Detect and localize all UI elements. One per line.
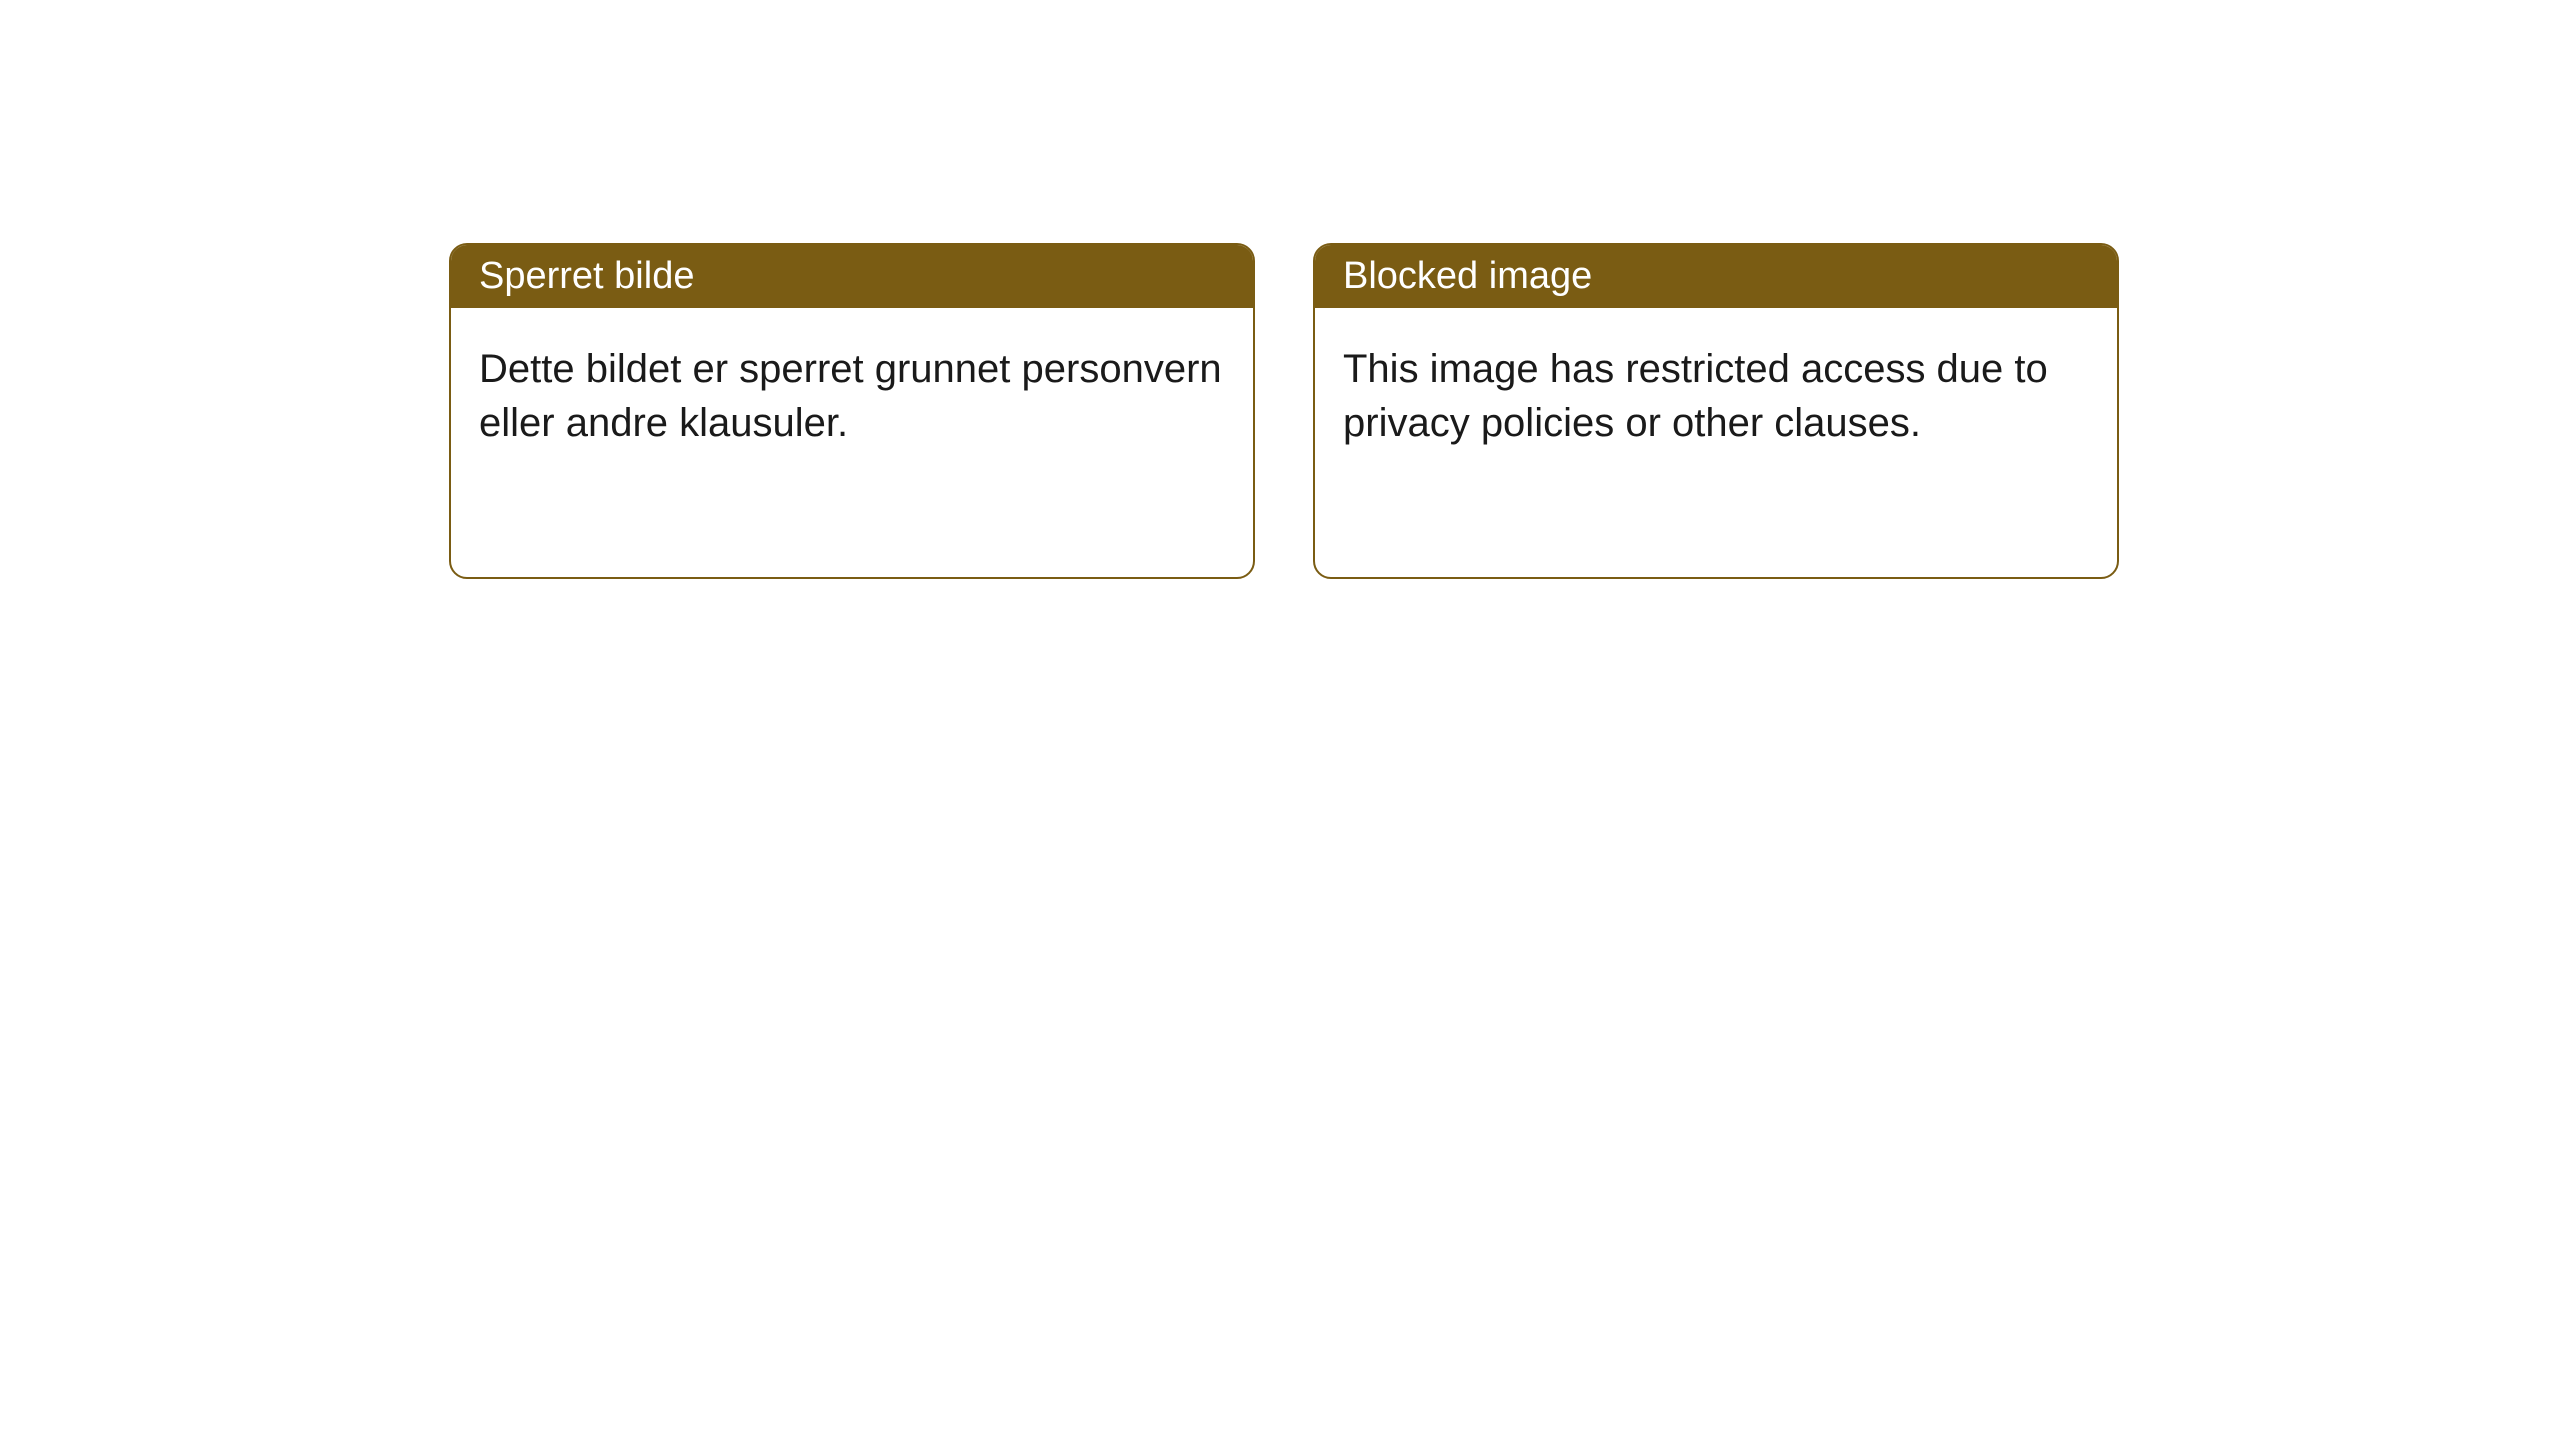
card-norwegian: Sperret bilde Dette bildet er sperret gr… [449, 243, 1255, 579]
blocked-image-cards: Sperret bilde Dette bildet er sperret gr… [449, 243, 2119, 579]
card-english: Blocked image This image has restricted … [1313, 243, 2119, 579]
card-header-norwegian: Sperret bilde [451, 245, 1253, 308]
card-body-norwegian: Dette bildet er sperret grunnet personve… [451, 308, 1253, 484]
card-body-english: This image has restricted access due to … [1315, 308, 2117, 484]
card-header-english: Blocked image [1315, 245, 2117, 308]
